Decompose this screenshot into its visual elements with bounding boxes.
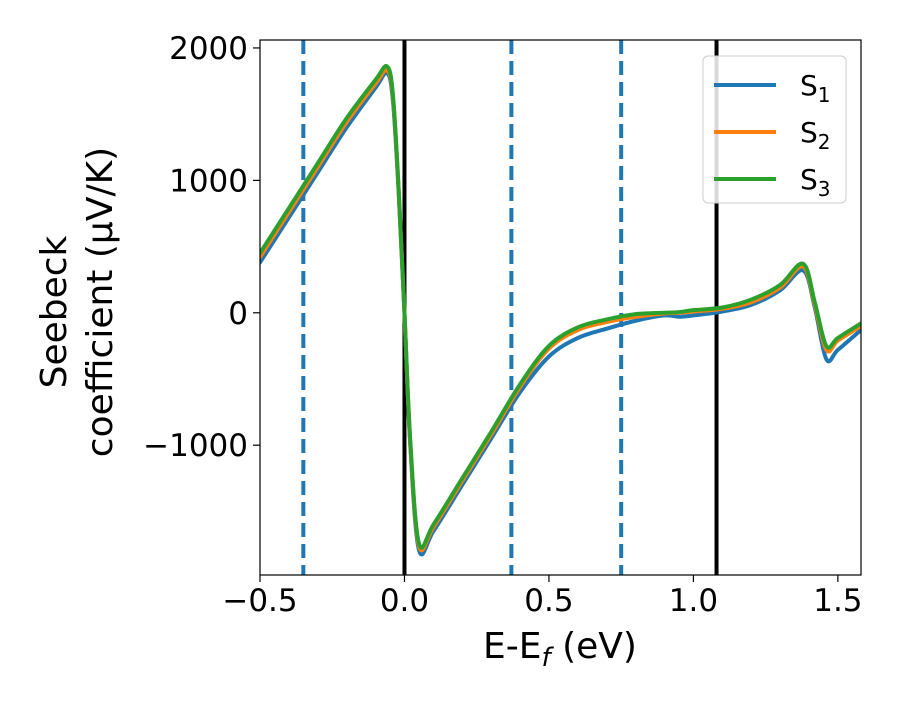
x-axis-title-unit: (eV) (551, 626, 637, 667)
y-tick-label: 2000 (169, 31, 248, 67)
y-axis-title-line1: Seebeck (34, 235, 75, 388)
x-axis: −0.5 0.0 0.5 1.0 1.5 (222, 575, 863, 619)
legend-label-s1: S1 (800, 69, 831, 107)
x-tick-label: 1.0 (669, 583, 718, 619)
legend: S1 S2 S3 (702, 55, 847, 204)
legend-label-s2: S2 (800, 116, 831, 154)
series-line-s3 (260, 64, 861, 550)
x-tick-label: 0.0 (380, 583, 429, 619)
legend-box (702, 55, 847, 204)
y-axis-title-line2: coefficient (μV/K) (80, 147, 121, 457)
x-tick-label: 1.5 (813, 583, 862, 619)
y-axis-title: Seebeck coefficient (μV/K) (34, 147, 121, 457)
plot-frame (259, 39, 862, 576)
x-tick-label: 0.5 (524, 583, 573, 619)
y-tick-label: −1000 (143, 428, 248, 464)
legend-label-s3: S3 (800, 163, 831, 201)
x-tick-label: −0.5 (222, 583, 297, 619)
y-tick-label: 1000 (169, 163, 248, 199)
x-axis-title: E-Ef (eV) (483, 626, 637, 673)
reference-lines (301, 40, 719, 575)
y-axis: −1000 0 1000 2000 (143, 31, 260, 464)
x-axis-title-main: E-E (483, 626, 541, 667)
series-lines (260, 64, 861, 557)
y-tick-label: 0 (228, 296, 248, 332)
